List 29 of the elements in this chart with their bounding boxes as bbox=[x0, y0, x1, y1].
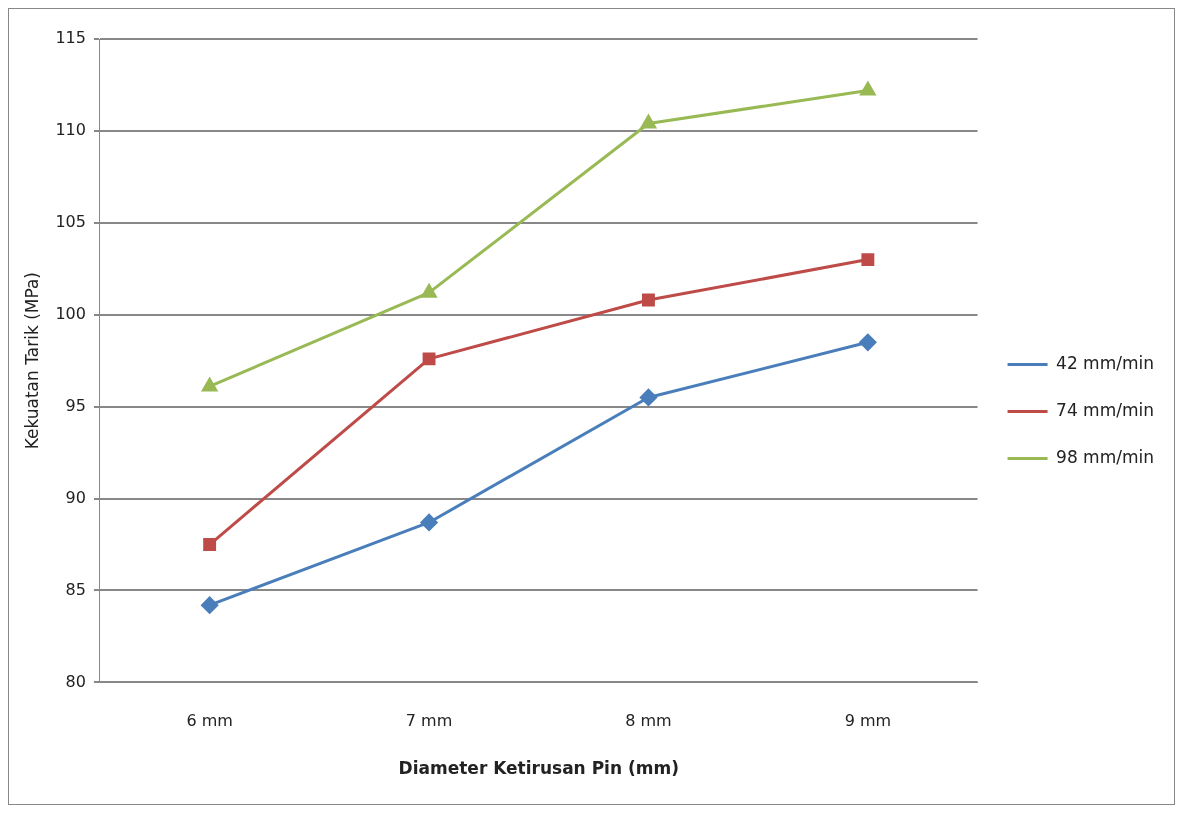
y-tick-label: 85 bbox=[65, 579, 86, 599]
x-tick-label: 8 mm bbox=[625, 711, 672, 731]
y-axis-title: Kekuatan Tarik (MPa) bbox=[21, 272, 42, 450]
legend-label: 98 mm/min bbox=[1056, 446, 1155, 467]
y-tick-label: 115 bbox=[55, 28, 86, 48]
y-tick-label: 105 bbox=[55, 211, 86, 231]
legend-label: 42 mm/min bbox=[1056, 352, 1155, 373]
legend-label: 74 mm/min bbox=[1056, 399, 1155, 420]
point bbox=[421, 284, 437, 298]
x-tick-label: 7 mm bbox=[405, 711, 453, 731]
x-axis-title: Diameter Ketirusan Pin (mm) bbox=[398, 758, 679, 779]
point bbox=[201, 596, 219, 614]
point bbox=[859, 333, 877, 351]
y-tick-label: 100 bbox=[55, 303, 86, 323]
point bbox=[203, 538, 217, 551]
point bbox=[642, 293, 655, 307]
x-tick-label: 9 mm bbox=[844, 711, 892, 731]
point bbox=[860, 81, 876, 96]
point bbox=[861, 253, 875, 267]
point bbox=[640, 115, 657, 129]
point bbox=[422, 352, 436, 366]
x-tick-label: 6 mm bbox=[186, 711, 233, 731]
point bbox=[639, 388, 657, 406]
point bbox=[420, 513, 438, 531]
point bbox=[202, 377, 218, 392]
y-tick-label: 90 bbox=[65, 487, 86, 507]
y-tick-label: 95 bbox=[65, 395, 86, 415]
y-tick-label: 80 bbox=[65, 671, 86, 691]
y-tick-label: 110 bbox=[55, 120, 86, 140]
